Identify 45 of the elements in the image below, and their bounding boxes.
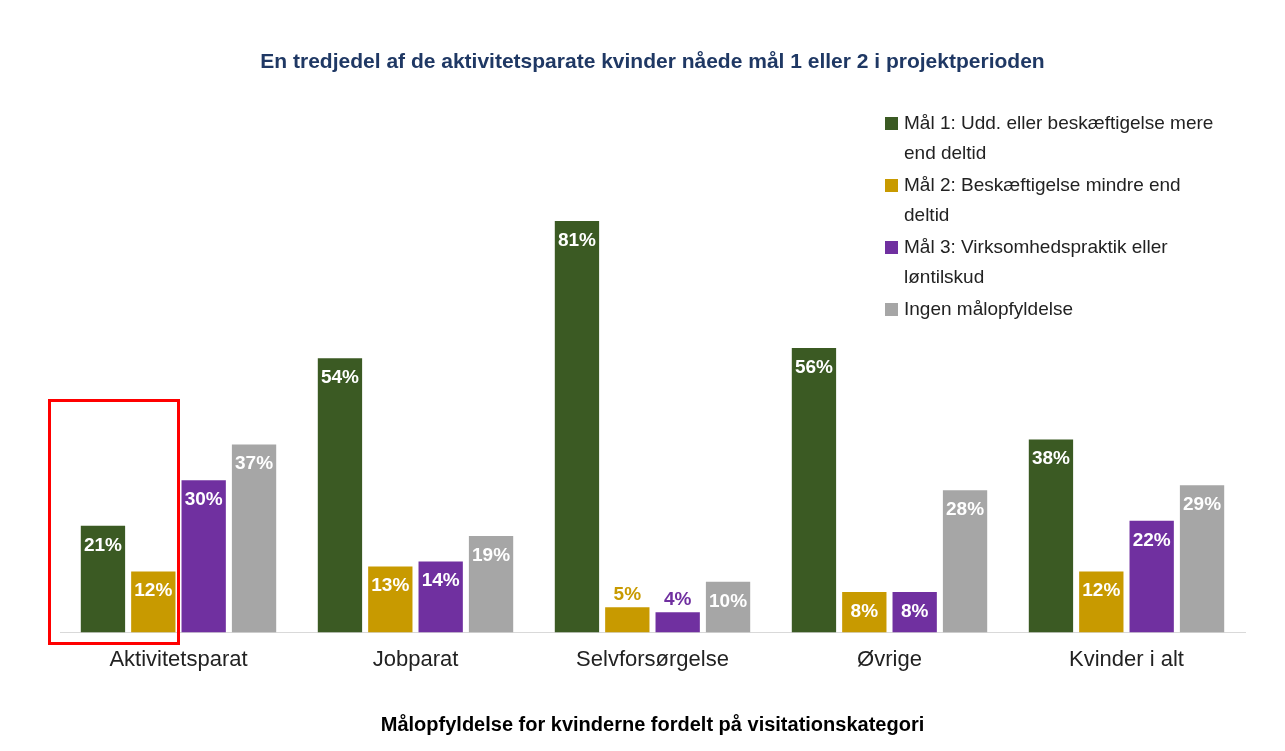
bar (468, 536, 514, 633)
data-label: 30% (184, 487, 223, 509)
x-tick-label: Øvrige (857, 645, 922, 671)
data-label: 8% (850, 599, 879, 621)
data-label: 19% (472, 543, 511, 565)
data-label: 37% (235, 452, 274, 474)
bar (942, 490, 988, 633)
data-label: 38% (1031, 447, 1071, 469)
legend-label: Mål 1: Udd. eller beskæftigelse mere end deltid (904, 111, 1215, 165)
legend-label: Mål 3: Virksomhedspraktik eller løntilskud (904, 235, 1169, 289)
bar (231, 444, 277, 633)
bar (1129, 520, 1174, 633)
data-label: 54% (320, 365, 360, 387)
data-label: 22% (1132, 528, 1171, 550)
data-label: 4% (663, 588, 692, 610)
legend-label: Mål 2: Beskæftigelse mindre end deltid (904, 173, 1182, 227)
bar (655, 612, 700, 633)
data-label: 21% (83, 533, 123, 555)
x-tick-label: Selvforsørgelse (576, 645, 729, 671)
bar (418, 561, 463, 633)
data-label: 14% (421, 569, 460, 591)
bar (554, 220, 600, 633)
bar (181, 480, 226, 633)
data-label: 12% (134, 579, 173, 601)
chart-title: En tredjedel af de aktivitetsparate kvinder nåede mål 1 eller 2 i projektperioden (260, 49, 1045, 73)
data-label: 29% (1183, 492, 1222, 514)
x-tick-label: Kvinder i alt (1069, 645, 1184, 671)
x-axis-title: Målopfyldelse for kvinderne fordelt på visitationskategori (380, 712, 925, 735)
data-label: 56% (794, 355, 834, 377)
data-label: 5% (613, 582, 642, 604)
data-label: 81% (557, 228, 597, 250)
x-tick-label: Aktivitetsparat (109, 645, 248, 671)
bar (1179, 485, 1225, 633)
bar (317, 358, 363, 633)
x-tick-label: Jobparat (372, 645, 459, 671)
data-label: 13% (371, 574, 410, 596)
bar (1028, 439, 1074, 633)
bar (605, 607, 650, 633)
data-label: 12% (1082, 579, 1121, 601)
data-label: 8% (900, 599, 929, 621)
data-label: 10% (709, 589, 748, 611)
data-label: 28% (946, 498, 985, 520)
legend-label: Ingen målopfyldelse (904, 297, 1073, 321)
bar (80, 525, 126, 633)
bar (791, 348, 837, 633)
